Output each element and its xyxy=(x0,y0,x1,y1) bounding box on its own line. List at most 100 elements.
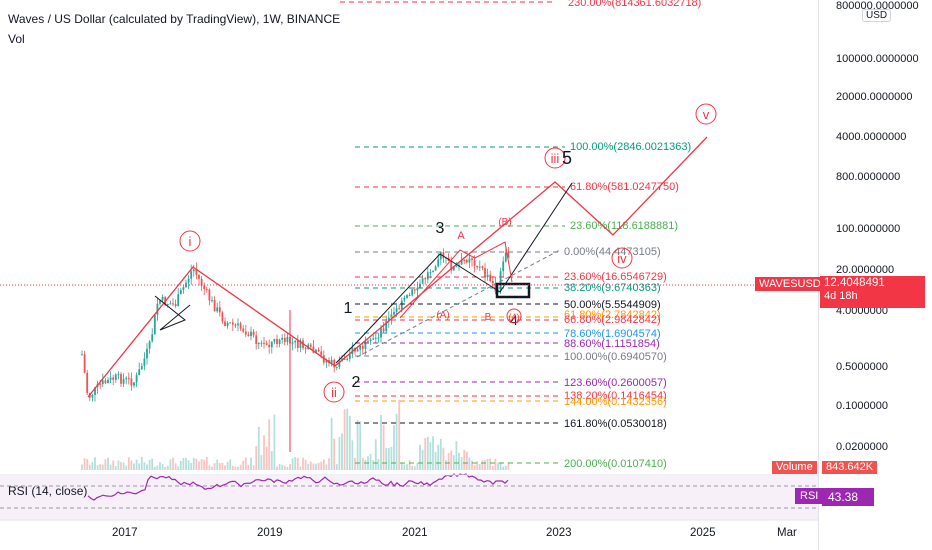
price-tick: 100.0000000 xyxy=(836,223,901,235)
candle-body xyxy=(460,259,463,265)
target-box[interactable] xyxy=(495,282,531,299)
volume-bar xyxy=(205,457,208,470)
candle-body xyxy=(130,378,133,386)
candle-body xyxy=(484,268,486,278)
candle-body xyxy=(372,338,375,340)
candle-body xyxy=(437,259,440,267)
candle-body xyxy=(151,334,154,342)
candle-body xyxy=(359,345,362,350)
volume-bar xyxy=(507,462,510,470)
volume-bar xyxy=(135,459,138,470)
fib-level-label: 38.20%(9.6740363) xyxy=(564,282,661,294)
volume-bar xyxy=(393,425,395,470)
volume-bar xyxy=(120,462,122,470)
candle-body xyxy=(390,314,393,318)
volume-bar xyxy=(140,457,143,470)
volume-bar xyxy=(302,457,304,470)
volume-bar xyxy=(130,460,133,470)
volume-bar xyxy=(447,453,450,470)
volume-bar xyxy=(169,459,172,470)
volume-bar xyxy=(221,462,224,470)
wave-count-primary[interactable] xyxy=(87,136,708,398)
candle-body xyxy=(99,383,102,385)
currency-button[interactable]: USD xyxy=(862,9,892,22)
rsi-indicator-label[interactable]: RSI (14, close) xyxy=(8,484,88,498)
wave-B-paren-label: (B) xyxy=(498,217,511,228)
candle-body xyxy=(94,387,96,395)
price-axis[interactable] xyxy=(818,0,932,550)
volume-bar xyxy=(406,464,408,470)
fib-level-label: 138.20%(0.1416454) xyxy=(564,390,667,402)
volume-bar xyxy=(416,462,419,470)
volume-bar xyxy=(481,460,484,470)
candle-body xyxy=(161,296,164,301)
volume-bar xyxy=(304,459,307,470)
price-tick: 100000.0000000 xyxy=(836,53,919,65)
price-tick: 20000.0000000 xyxy=(836,91,913,103)
volume-bar xyxy=(260,455,263,470)
volume-bar xyxy=(125,465,128,470)
candle-body xyxy=(224,321,226,326)
fib-level-label: 88.60%(1.1151854) xyxy=(564,338,660,350)
volume-bar xyxy=(452,455,455,470)
candle-body xyxy=(203,285,206,290)
candle-body xyxy=(507,252,510,259)
time-tick: 2021 xyxy=(402,527,428,539)
wave-labels: i ii iii iv v 1 2 3 4 5 A B (A) (B) (4) xyxy=(179,103,717,403)
volume-bar xyxy=(296,457,299,470)
candle-body xyxy=(120,374,122,384)
chart-title[interactable]: Waves / US Dollar (calculated by Trading… xyxy=(8,12,341,26)
volume-bar xyxy=(395,413,398,470)
wave-count-subwave[interactable] xyxy=(399,241,513,319)
candle-body xyxy=(91,394,94,398)
candle-body xyxy=(159,300,161,304)
volume-bar xyxy=(325,464,328,470)
candle-body xyxy=(229,322,232,324)
volume-bar xyxy=(419,444,421,470)
volume-bar xyxy=(88,464,91,470)
candle-body xyxy=(153,314,156,335)
candle-body xyxy=(166,304,169,306)
volume-bar xyxy=(281,464,284,470)
wave-4-paren-marker xyxy=(506,308,522,324)
candle-body xyxy=(382,328,385,332)
candle-body xyxy=(244,331,247,335)
volume-indicator-label[interactable]: Vol xyxy=(8,32,25,46)
wave-count-intermediate[interactable] xyxy=(335,182,573,364)
candle-body xyxy=(221,312,224,322)
candle-body xyxy=(413,289,416,291)
candle-body xyxy=(114,374,117,380)
volume-bar xyxy=(229,459,232,470)
rsi-pane[interactable] xyxy=(0,473,818,520)
candle-body xyxy=(127,377,130,379)
candle-body xyxy=(174,303,177,306)
volume-bar xyxy=(276,466,278,470)
volume-bar xyxy=(458,452,460,470)
fib-extension-upper[interactable]: 230.00%(814361.6032718) 100.00%(2846.002… xyxy=(340,0,701,283)
volume-bar xyxy=(426,436,429,470)
volume-bar xyxy=(273,414,276,470)
volume-bar xyxy=(231,465,234,470)
candle-body xyxy=(411,289,414,296)
volume-bar xyxy=(234,466,237,470)
candle-body xyxy=(192,269,195,272)
volume-bar xyxy=(390,446,393,470)
candle-body xyxy=(140,366,143,370)
time-tick: Mar xyxy=(777,527,797,539)
candle-body xyxy=(458,264,460,267)
candle-body xyxy=(380,328,382,338)
volume-bar xyxy=(257,426,260,470)
volume-bar xyxy=(338,436,341,470)
volume-bar xyxy=(250,457,252,470)
candle-body xyxy=(200,278,203,286)
triangle-pattern xyxy=(154,295,191,331)
volume-bar xyxy=(343,409,346,470)
volume-bar xyxy=(354,457,356,470)
candle-body xyxy=(471,258,473,260)
candle-body xyxy=(146,348,148,359)
time-tick: 2019 xyxy=(257,527,283,539)
candle-body xyxy=(473,259,476,266)
volume-bar xyxy=(208,465,211,470)
volume-bar xyxy=(328,458,330,470)
